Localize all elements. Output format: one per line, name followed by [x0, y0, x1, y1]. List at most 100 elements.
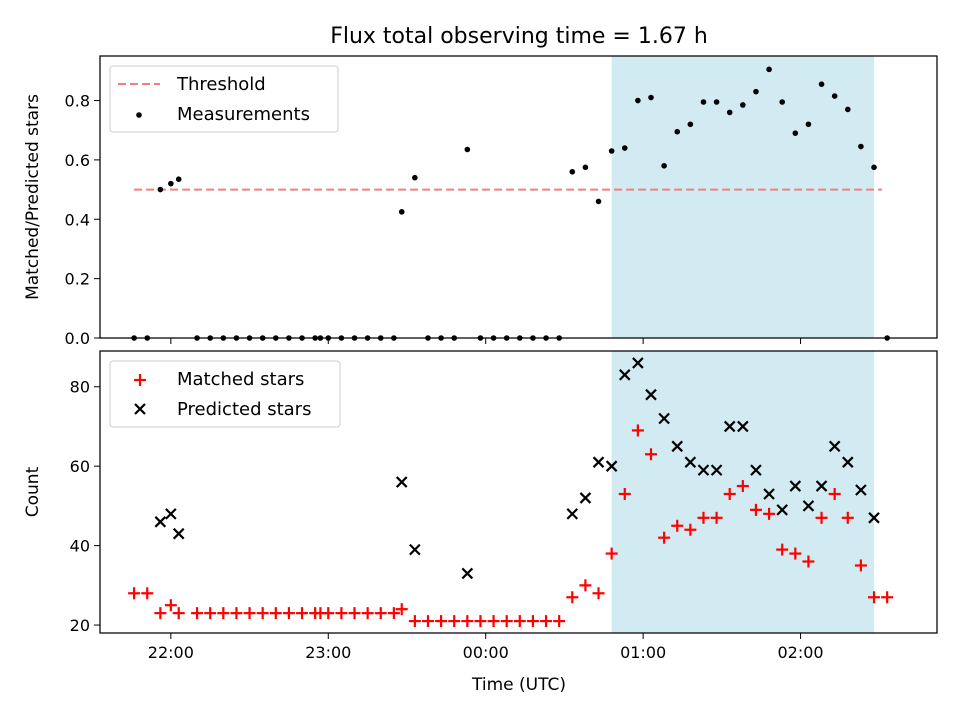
matched-star-point: [269, 607, 282, 620]
matched-star-point: [191, 607, 204, 620]
legend-predicted-label: Predicted stars: [177, 399, 311, 420]
measurement-point: [661, 163, 667, 169]
top-y-tick-label: 0.2: [65, 270, 90, 289]
x-axis-label: Time (UTC): [471, 675, 566, 695]
matched-star-point: [282, 607, 295, 620]
bottom-x-tick-label: 23:00: [305, 643, 351, 662]
bottom-x-tick-label: 01:00: [620, 643, 666, 662]
legend-measurements-swatch: [136, 112, 142, 118]
matched-star-point: [763, 507, 776, 520]
matched-star-point: [128, 587, 141, 600]
measurement-point: [175, 176, 182, 182]
predicted-star-point: [461, 567, 474, 580]
predicted-star-point: [789, 480, 802, 492]
matched-star-point: [421, 615, 434, 628]
predicted-star-point: [828, 440, 841, 453]
legend-predicted-swatch: [134, 403, 146, 415]
matched-star-point: [618, 487, 631, 500]
matched-star-point: [387, 607, 400, 620]
legend-matched-label: Matched stars: [177, 369, 304, 390]
matched-star-point: [408, 615, 421, 628]
legend-matched-swatch: [134, 374, 146, 386]
predicted-star-point: [855, 484, 867, 496]
measurement-point: [168, 180, 174, 187]
matched-star-point: [631, 424, 644, 437]
measurement-point: [818, 81, 825, 87]
top-legend-box: [109, 65, 339, 133]
bottom-y-axis-label: Count: [23, 466, 43, 517]
measurement-point: [412, 174, 418, 181]
top-y-tick-label: 0.6: [65, 151, 90, 170]
predicted-star-point: [632, 357, 644, 369]
matched-star-point: [841, 511, 854, 524]
matched-star-point: [204, 607, 217, 620]
measurement-point: [713, 99, 720, 105]
matched-star-point: [566, 591, 579, 604]
matched-star-point: [736, 480, 749, 493]
predicted-star-point: [815, 480, 828, 492]
matched-star-point: [256, 607, 269, 620]
matched-star-point: [448, 615, 461, 628]
matched-star-point: [697, 511, 710, 524]
matched-star-point: [296, 607, 309, 620]
predicted-star-point: [802, 500, 815, 512]
bottom-x-tick-label: 22:00: [148, 643, 194, 662]
bottom-legend-box: [109, 360, 341, 428]
matched-star-point: [605, 547, 618, 560]
measurement-point: [621, 145, 628, 151]
measurement-point: [726, 109, 733, 116]
measurement-point: [740, 102, 746, 108]
bottom-axes-frame: [99, 350, 938, 634]
matched-star-point: [828, 487, 841, 500]
matched-star-point: [579, 579, 592, 592]
matched-star-point: [322, 607, 335, 620]
measurement-point: [595, 198, 602, 205]
predicted-star-point: [737, 420, 749, 433]
measurement-point: [805, 121, 812, 128]
bottom-y-tick-label: 80: [70, 378, 90, 397]
matched-star-point: [645, 448, 658, 461]
measurement-point: [608, 148, 615, 154]
top-y-tick-label: 0.4: [65, 210, 90, 229]
measurement-point: [858, 143, 864, 150]
bottom-y-tick-label: 20: [70, 616, 90, 635]
matched-star-point: [592, 587, 605, 600]
matched-star-point: [658, 531, 671, 544]
measurement-point: [779, 99, 785, 105]
measurement-point: [700, 99, 707, 105]
measurement-point: [582, 164, 589, 171]
legend-measurements-label: Measurements: [177, 104, 310, 125]
predicted-star-point: [605, 460, 618, 472]
bottom-y-tick-label: 40: [70, 537, 90, 556]
matched-star-point: [854, 559, 867, 572]
measurement-point: [157, 186, 164, 193]
matched-star-point: [671, 519, 684, 532]
top-axes-frame: [99, 55, 938, 339]
predicted-star-point: [154, 516, 167, 528]
matched-star-point: [243, 607, 256, 620]
predicted-star-point: [868, 512, 880, 524]
matched-star-point: [348, 607, 361, 620]
predicted-star-point: [750, 464, 762, 476]
predicted-star-point: [618, 369, 631, 381]
matched-star-point: [500, 615, 513, 628]
top-y-tick-label: 0.8: [65, 92, 90, 111]
measurement-point: [674, 128, 681, 135]
matched-star-point: [802, 555, 815, 568]
matched-star-point: [776, 543, 789, 556]
matched-star-point: [513, 615, 526, 628]
predicted-star-point: [763, 488, 775, 500]
measurement-point: [569, 168, 576, 175]
matched-star-point: [154, 607, 167, 620]
predicted-star-point: [395, 476, 408, 488]
measurement-point: [635, 97, 641, 104]
chart-title: Flux total observing time = 1.67 h: [330, 24, 708, 49]
predicted-star-point: [684, 456, 697, 468]
bottom-panel: 20 40 60 80 22:00 23:00 00:00 01:00 02:00 Count…: [23, 350, 938, 695]
matched-star-point: [141, 587, 154, 600]
predicted-star-point: [671, 440, 684, 453]
matched-star-point: [526, 615, 539, 628]
predicted-star-point: [579, 492, 592, 504]
matched-star-point: [164, 599, 177, 612]
measurement-point: [648, 94, 654, 101]
